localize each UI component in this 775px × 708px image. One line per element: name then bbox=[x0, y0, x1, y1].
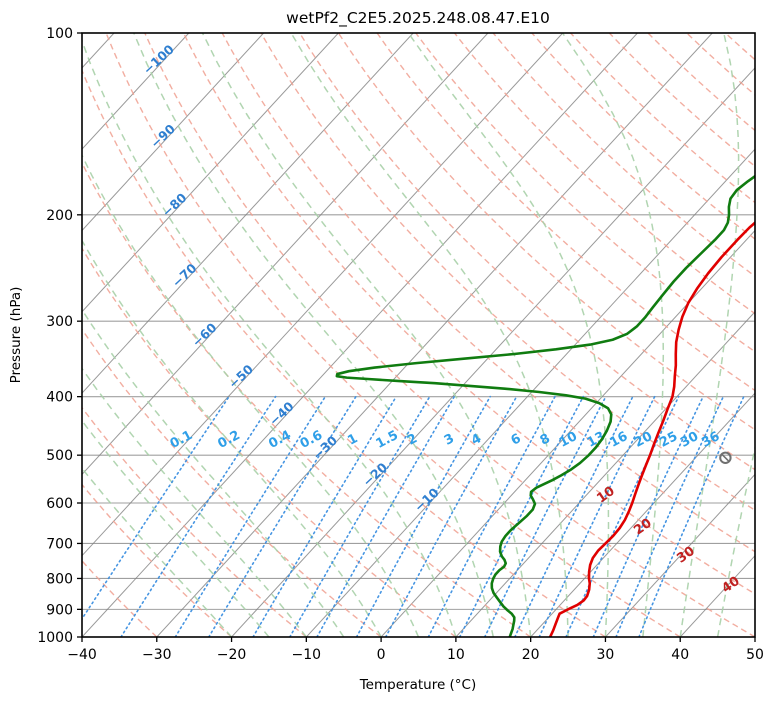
x-tick--20: −20 bbox=[217, 647, 247, 663]
y-tick-200: 200 bbox=[46, 208, 73, 224]
lcl-marker-layer bbox=[719, 451, 732, 464]
x-tick-10: 10 bbox=[447, 647, 465, 663]
y-tick-1000: 1000 bbox=[37, 630, 73, 646]
x-tick--30: −30 bbox=[142, 647, 172, 663]
y-tick-400: 400 bbox=[46, 390, 73, 406]
x-tick-0: 0 bbox=[377, 647, 386, 663]
grid-layer bbox=[82, 33, 755, 637]
y-tick-100: 100 bbox=[46, 26, 73, 42]
y-tick-900: 900 bbox=[46, 602, 73, 618]
axes-frame-layer bbox=[81, 32, 756, 638]
profile-series-layer bbox=[335, 174, 755, 637]
y-tick-800: 800 bbox=[46, 571, 73, 587]
y-tick-500: 500 bbox=[46, 448, 73, 464]
y-tick-700: 700 bbox=[46, 536, 73, 552]
x-tick-20: 20 bbox=[522, 647, 540, 663]
x-tick--10: −10 bbox=[292, 647, 322, 663]
y-axis-label: Pressure (hPa) bbox=[8, 287, 24, 384]
x-axis-label: Temperature (°C) bbox=[359, 677, 477, 693]
x-tick-40: 40 bbox=[671, 647, 689, 663]
profile-line-temperature bbox=[548, 220, 755, 637]
x-tick-50: 50 bbox=[746, 647, 764, 663]
x-tick--40: −40 bbox=[67, 647, 97, 663]
lcl-marker bbox=[719, 451, 732, 464]
y-tick-300: 300 bbox=[46, 314, 73, 330]
chart-title: wetPf2_C2E5.2025.248.08.47.E10 bbox=[286, 9, 550, 28]
profile-line-dew-point bbox=[335, 174, 755, 637]
y-tick-600: 600 bbox=[46, 496, 73, 512]
x-tick-30: 30 bbox=[597, 647, 615, 663]
